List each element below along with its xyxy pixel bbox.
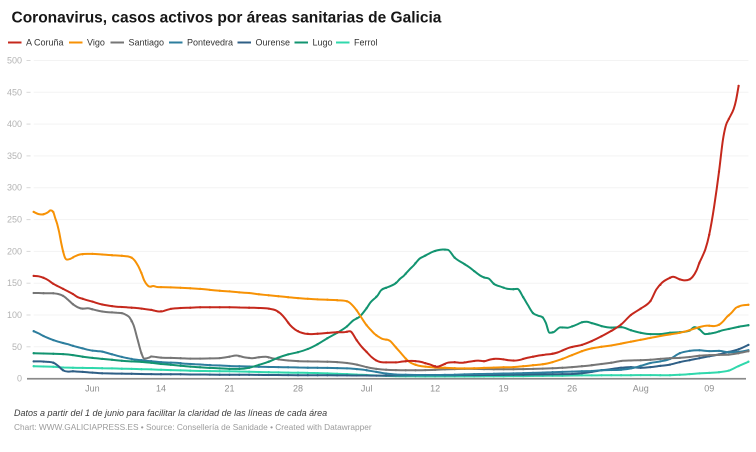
svg-text:400: 400 <box>7 119 22 129</box>
svg-text:0: 0 <box>17 374 22 384</box>
svg-text:50: 50 <box>12 342 22 352</box>
svg-text:300: 300 <box>7 183 22 193</box>
svg-text:Santiago: Santiago <box>129 38 165 48</box>
svg-text:Pontevedra: Pontevedra <box>187 38 233 48</box>
svg-text:28: 28 <box>293 384 303 394</box>
svg-text:19: 19 <box>499 384 509 394</box>
svg-text:250: 250 <box>7 215 22 225</box>
svg-text:500: 500 <box>7 56 22 66</box>
svg-text:Lugo: Lugo <box>313 38 333 48</box>
svg-text:350: 350 <box>7 151 22 161</box>
svg-text:21: 21 <box>224 384 234 394</box>
svg-text:Datos a partir del 1 de junio: Datos a partir del 1 de junio para facil… <box>14 408 327 418</box>
svg-text:Coronavirus, casos activos por: Coronavirus, casos activos por áreas san… <box>12 10 442 27</box>
svg-text:450: 450 <box>7 87 22 97</box>
svg-text:150: 150 <box>7 278 22 288</box>
svg-text:26: 26 <box>567 384 577 394</box>
svg-text:Chart: WWW.GALICIAPRESS.ES • S: Chart: WWW.GALICIAPRESS.ES • Source: Con… <box>14 422 372 432</box>
svg-text:12: 12 <box>430 384 440 394</box>
svg-text:14: 14 <box>156 384 166 394</box>
svg-text:Ferrol: Ferrol <box>354 38 378 48</box>
svg-text:200: 200 <box>7 246 22 256</box>
svg-text:09: 09 <box>704 384 714 394</box>
svg-text:Ourense: Ourense <box>256 38 291 48</box>
svg-text:Vigo: Vigo <box>87 38 105 48</box>
svg-text:Aug: Aug <box>633 384 649 394</box>
svg-text:Jun: Jun <box>85 384 100 394</box>
svg-text:A Coruña: A Coruña <box>26 38 64 48</box>
svg-text:100: 100 <box>7 310 22 320</box>
svg-text:Jul: Jul <box>361 384 373 394</box>
